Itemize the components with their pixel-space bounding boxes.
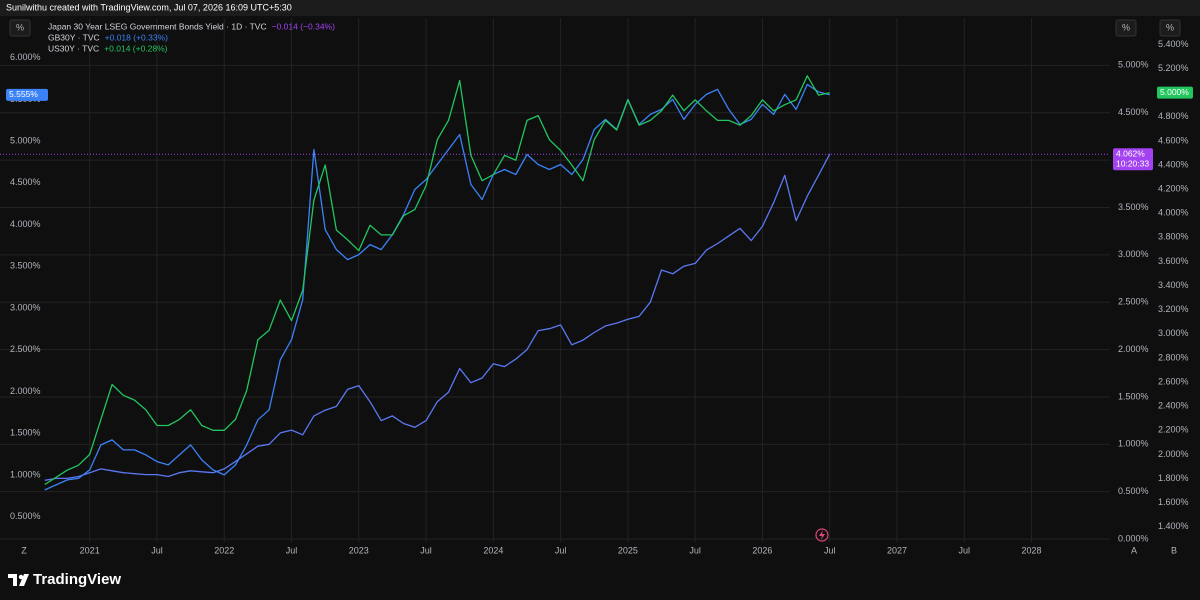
- y3-tick-label: 3.000%: [1158, 328, 1189, 338]
- y3-tick-label: 3.800%: [1158, 232, 1189, 242]
- legend-name: GB30Y · TVC: [48, 32, 100, 42]
- y-tick-label: 4.000%: [10, 219, 41, 229]
- x-tick-label: 2028: [1021, 545, 1041, 555]
- y-tick-label: 2.000%: [10, 386, 41, 396]
- y-tick-label: 6.000%: [10, 52, 41, 62]
- y3-tick-label: 2.800%: [1158, 352, 1189, 362]
- y3-tick-label: 2.400%: [1158, 401, 1189, 411]
- axes: 2021 Jul 2022 Jul 2023 Jul 2024 Jul 2025 Jul 2026 J…: [6, 21, 1193, 555]
- y2-tick-label: 5.000%: [1118, 60, 1149, 70]
- price-tag-label: 5.000%: [1160, 87, 1189, 97]
- y3-tick-label: 1.800%: [1158, 473, 1189, 483]
- unit-label: %: [16, 22, 24, 32]
- scale-button[interactable]: A: [1131, 545, 1137, 555]
- x-tick-label: 2022: [214, 545, 234, 555]
- legend-change: +0.018 (+0.33%): [105, 32, 168, 42]
- y2-tick-label: 3.000%: [1118, 249, 1149, 259]
- y2-tick-label: 0.500%: [1118, 486, 1149, 496]
- y3-tick-label: 3.600%: [1158, 256, 1189, 266]
- x-tick-label: Jul: [824, 545, 836, 555]
- x-tick-label: 2027: [887, 545, 907, 555]
- series-line: [44, 75, 830, 486]
- legend-name: US30Y · TVC: [48, 43, 99, 53]
- x-tick-label: Jul: [555, 545, 567, 555]
- price-tag: [1113, 148, 1153, 171]
- legend-change: +0.014 (+0.28%): [104, 43, 167, 53]
- y3-tick-label: 1.400%: [1158, 521, 1189, 531]
- x-tick-label: Jul: [286, 545, 298, 555]
- y3-tick-label: 2.000%: [1158, 449, 1189, 459]
- y-tick-label: 3.000%: [10, 302, 41, 312]
- y2-tick-label: 2.000%: [1118, 344, 1149, 354]
- price-tag: [6, 88, 48, 101]
- y3-tick-label: 4.600%: [1158, 135, 1189, 145]
- scale-button[interactable]: B: [1171, 545, 1177, 555]
- x-tick-label: Jul: [958, 545, 970, 555]
- y3-tick-label: 1.600%: [1158, 497, 1189, 507]
- y-tick-label: 1.000%: [10, 469, 41, 479]
- y-tick-label: 4.500%: [10, 177, 41, 187]
- y3-tick-label: 2.200%: [1158, 425, 1189, 435]
- x-tick-label: Jul: [151, 545, 163, 555]
- price-tag: [1157, 86, 1193, 99]
- y2-tick-label: 3.500%: [1118, 202, 1149, 212]
- y2-tick-label: 1.500%: [1118, 391, 1149, 401]
- x-tick-label: 2021: [80, 545, 100, 555]
- y3-tick-label: 2.600%: [1158, 376, 1189, 386]
- header-bar: [0, 0, 1200, 16]
- y2-tick-label: 1.000%: [1118, 439, 1149, 449]
- x-tick-label: 2025: [618, 545, 638, 555]
- y3-tick-label: 4.400%: [1158, 159, 1189, 169]
- y-tick-label: 3.500%: [10, 261, 41, 271]
- x-tick-label: Jul: [420, 545, 432, 555]
- y3-tick-label: 3.200%: [1158, 304, 1189, 314]
- x-tick-label: 2024: [483, 545, 503, 555]
- y2-tick-label: 0.000%: [1118, 533, 1149, 543]
- unit-button[interactable]: [1115, 19, 1137, 37]
- x-tick-label: 2026: [752, 545, 772, 555]
- y2-tick-label: 4.500%: [1118, 107, 1149, 117]
- grid: [0, 18, 1110, 542]
- unit-button[interactable]: [9, 19, 31, 37]
- y3-tick-label: 5.400%: [1158, 39, 1189, 49]
- unit-label: %: [1122, 22, 1130, 32]
- price-tag-label: 4.062%: [1116, 148, 1145, 158]
- y3-tick-label: 4.200%: [1158, 184, 1189, 194]
- unit-label: %: [1166, 22, 1174, 32]
- series-line: [44, 83, 830, 491]
- y3-tick-label: 4.000%: [1158, 208, 1189, 218]
- x-tick-label: Jul: [689, 545, 701, 555]
- countdown-label: 10:20:33: [1116, 158, 1149, 168]
- brand-name: TradingView: [33, 571, 121, 588]
- footer: [0, 562, 1200, 600]
- y3-tick-label: 3.400%: [1158, 280, 1189, 290]
- y-tick-label: 2.500%: [10, 344, 41, 354]
- y3-tick-label: 5.200%: [1158, 63, 1189, 73]
- y-tick-label: 5.000%: [10, 136, 41, 146]
- x-tick-label: 2023: [349, 545, 369, 555]
- y2-tick-label: 2.500%: [1118, 297, 1149, 307]
- y-tick-label: 0.500%: [10, 511, 41, 521]
- header-title: Sunilwithu created with TradingView.com,…: [6, 2, 292, 12]
- scale-button[interactable]: Z: [21, 545, 27, 555]
- legend-name: Japan 30 Year LSEG Government Bonds Yiel…: [48, 21, 267, 31]
- price-tag-label: 5.555%: [9, 89, 38, 99]
- y3-tick-label: 4.800%: [1158, 111, 1189, 121]
- series-line: [44, 153, 831, 481]
- plot: [0, 75, 1110, 491]
- alert-icon[interactable]: [815, 528, 829, 542]
- legend-change: −0.014 (−0.34%): [272, 21, 335, 31]
- y-tick-label: 1.500%: [10, 428, 41, 438]
- brand-logo: [8, 574, 29, 586]
- unit-button[interactable]: [1159, 19, 1181, 37]
